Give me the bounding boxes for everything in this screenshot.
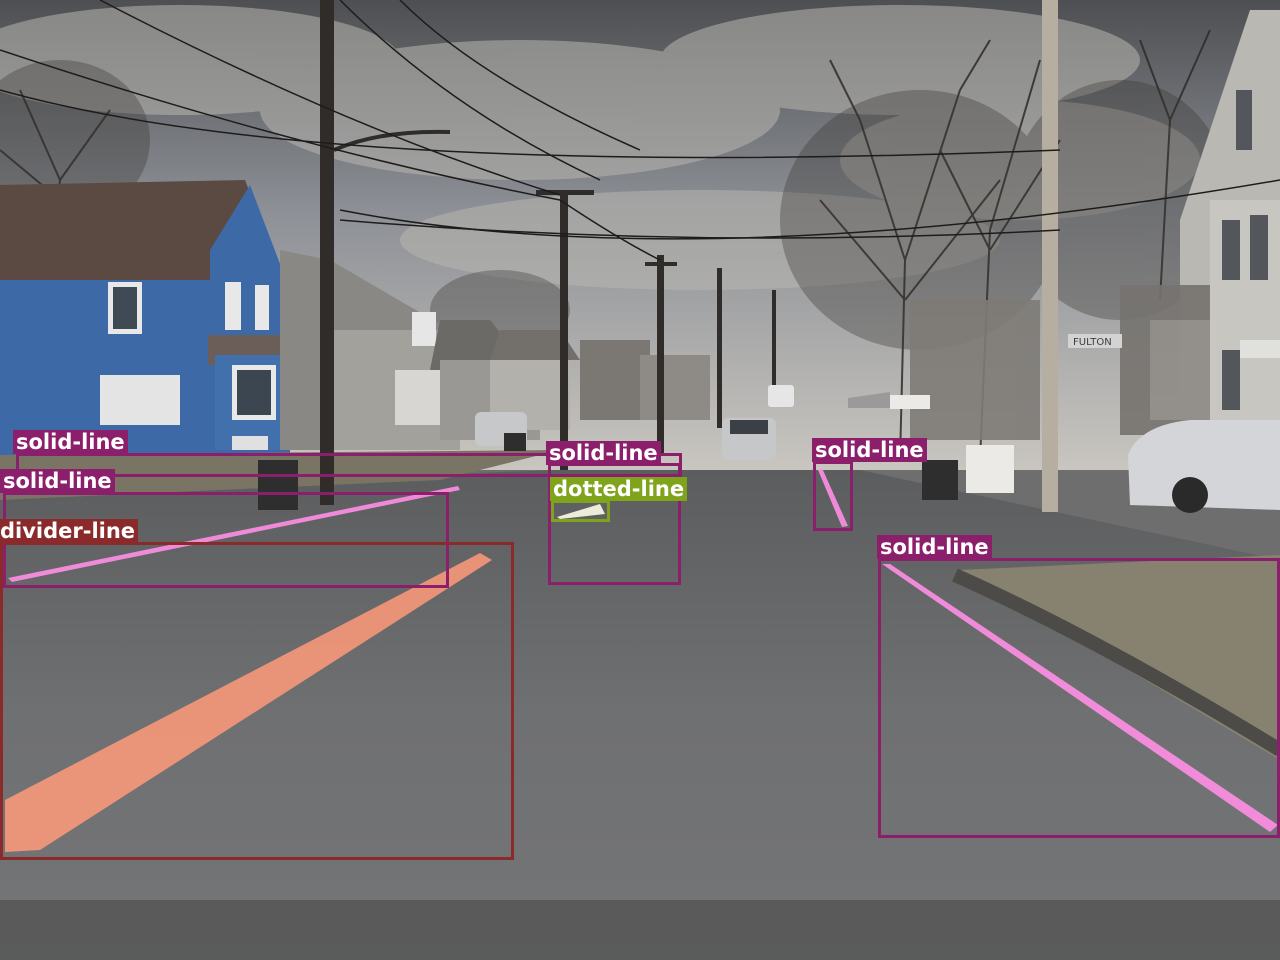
- detection-label: solid-line: [0, 469, 115, 493]
- clouds: [0, 5, 1200, 290]
- detection-box: [813, 461, 853, 531]
- detection-box: [878, 558, 1280, 838]
- fences-and-bins: [258, 395, 1014, 510]
- detection-box: [551, 500, 610, 522]
- svg-text:FULTON: FULTON: [1073, 337, 1112, 348]
- detection-label: solid-line: [13, 430, 128, 454]
- lane-masks: [5, 468, 1278, 852]
- solid-line-mask-left: [8, 486, 460, 582]
- solid-line-mask-right: [882, 564, 1278, 832]
- power-wires: [0, 0, 1280, 261]
- divider-line-mask: [5, 553, 492, 852]
- utility-poles: [320, 0, 1058, 512]
- solid-line-mask-far-right: [818, 468, 848, 527]
- dotted-line-mask: [557, 504, 605, 519]
- houses-right: FULTON: [910, 285, 1210, 440]
- detection-box: [0, 542, 514, 860]
- tree-canopy: [0, 60, 1230, 350]
- detection-label: solid-line: [812, 438, 927, 462]
- street-light: [333, 129, 451, 152]
- detection-label: dotted-line: [550, 477, 688, 501]
- detection-label: solid-line: [877, 535, 992, 559]
- detection-label: divider-line: [0, 519, 139, 543]
- detection-label: solid-line: [546, 441, 661, 465]
